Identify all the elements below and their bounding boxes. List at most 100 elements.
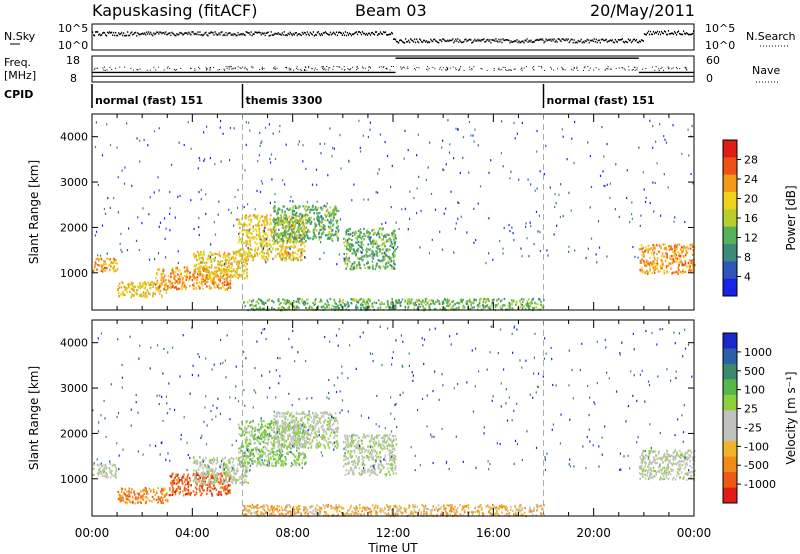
sparse-echo [595, 253, 597, 256]
range-gate-cell [296, 307, 298, 310]
range-gate-cell [285, 215, 288, 219]
range-gate-cell [430, 299, 433, 302]
sparse-echo [539, 250, 541, 253]
noise-sample [634, 40, 637, 42]
sparse-echo [439, 230, 441, 233]
range-gate-cell [284, 213, 286, 216]
range-gate-cell [98, 471, 100, 475]
range-gate-cell [177, 487, 180, 490]
range-gate-cell [103, 467, 105, 471]
sparse-echo [409, 217, 411, 220]
range-gate-cell [442, 301, 445, 304]
range-gate-cell [257, 246, 260, 249]
range-gate-cell [164, 284, 166, 287]
sparse-echo [302, 144, 304, 147]
range-gate-cell [287, 225, 290, 228]
range-gate-cell [284, 256, 286, 260]
noise-sample [682, 30, 685, 32]
range-gate-cell [286, 207, 288, 210]
range-gate-cell [357, 250, 359, 253]
sparse-echo [556, 224, 558, 227]
sparse-echo [174, 216, 176, 219]
range-gate-cell [647, 271, 649, 274]
nave-dot [523, 67, 525, 69]
sparse-echo [300, 251, 302, 254]
nave-dot [324, 68, 326, 70]
range-gate-cell [248, 248, 250, 251]
range-gate-cell [289, 207, 291, 210]
range-gate-cell [217, 283, 220, 286]
range-gate-cell [195, 472, 198, 475]
range-gate-cell [222, 286, 225, 289]
noise-sample [297, 33, 299, 36]
range-gate-cell [371, 302, 374, 305]
range-gate-cell [313, 218, 315, 221]
noise-sample [253, 33, 255, 35]
range-gate-cell [394, 263, 396, 266]
sparse-echo [177, 195, 179, 198]
range-gate-cell [276, 223, 279, 226]
noise-sample [593, 38, 595, 40]
range-gate-cell [170, 482, 172, 485]
range-gate-cell [173, 482, 176, 485]
range-gate-cell [273, 217, 275, 220]
range-gate-cell [249, 238, 252, 241]
range-gate-cell [254, 236, 257, 239]
range-gate-cell [482, 300, 485, 303]
range-gate-cell [184, 483, 187, 486]
range-gate-cell [267, 253, 270, 256]
noise-sample [393, 38, 395, 41]
range-gate-cell [443, 306, 446, 310]
range-gate-cell [281, 226, 284, 229]
range-gate-cell [281, 253, 283, 256]
range-gate-cell [203, 459, 206, 462]
range-gate-cell [379, 265, 382, 268]
range-gate-cell [202, 258, 205, 261]
range-gate-cell [361, 304, 364, 307]
range-gate-cell [153, 498, 155, 501]
sparse-echo [201, 261, 203, 264]
range-gate-cell [177, 282, 179, 285]
range-gate-cell [96, 257, 99, 260]
noise-sample [143, 33, 145, 35]
range-gate-cell [118, 295, 121, 298]
range-gate-cell [172, 270, 175, 273]
range-gate-cell [146, 490, 149, 493]
range-gate-cell [162, 271, 165, 274]
sparse-echo [302, 160, 304, 163]
sparse-echo [606, 255, 608, 258]
range-gate-cell [298, 233, 300, 236]
range-gate-cell [189, 479, 191, 482]
range-gate-cell [297, 258, 299, 262]
range-gate-cell [358, 262, 360, 265]
range-gate-cell [298, 215, 300, 218]
range-gate-cell [692, 259, 694, 262]
range-gate-cell [268, 298, 271, 301]
sparse-echo [331, 155, 333, 158]
range-gate-cell [246, 224, 248, 227]
range-gate-cell [186, 268, 188, 271]
range-gate-cell [242, 223, 245, 226]
nave-dot [343, 69, 345, 71]
noise-sample [482, 39, 484, 41]
range-gate-cell [286, 246, 289, 250]
range-gate-cell [674, 248, 677, 251]
cpid-marks: normal (fast) 151 themis 3300 normal (fast… [91, 84, 655, 108]
range-gate-cell [381, 233, 383, 236]
range-gate-cell [447, 300, 449, 303]
range-gate-cell [454, 303, 456, 306]
noise-tick-left-top: 10^5 [58, 22, 88, 35]
range-gate-cell [249, 255, 251, 258]
range-gate-cell [261, 235, 264, 238]
sparse-echo [590, 237, 593, 240]
sparse-echo [282, 179, 284, 182]
range-gate-cell [128, 283, 130, 286]
range-gate-cell [257, 302, 260, 305]
sparse-echo [457, 217, 459, 220]
range-gate-cell [463, 306, 466, 309]
sparse-echo [449, 143, 451, 146]
range-gate-cell [326, 304, 328, 307]
noise-sample [652, 30, 655, 33]
noise-sample [357, 31, 360, 33]
sparse-echo [652, 125, 654, 128]
